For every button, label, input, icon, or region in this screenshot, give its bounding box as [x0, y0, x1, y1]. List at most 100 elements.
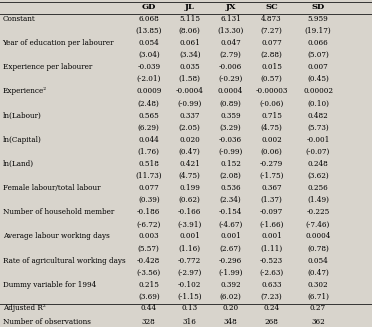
Text: 6.068: 6.068 [138, 15, 159, 23]
Text: 0.047: 0.047 [220, 39, 241, 47]
Text: 0.421: 0.421 [179, 160, 200, 168]
Text: 0.13: 0.13 [182, 304, 198, 312]
Text: Constant: Constant [3, 15, 35, 23]
Text: 0.392: 0.392 [220, 281, 241, 289]
Text: 0.061: 0.061 [179, 39, 200, 47]
Text: -0.0004: -0.0004 [176, 87, 203, 95]
Text: (1.49): (1.49) [307, 196, 329, 204]
Text: ln(Land): ln(Land) [3, 160, 34, 168]
Text: -0.00003: -0.00003 [255, 87, 288, 95]
Text: 0.367: 0.367 [261, 184, 282, 192]
Text: 316: 316 [183, 318, 197, 325]
Text: JL: JL [185, 3, 195, 10]
Text: (3.34): (3.34) [179, 51, 201, 59]
Text: (3.69): (3.69) [138, 293, 160, 301]
Text: Experience²: Experience² [3, 87, 47, 95]
Text: 0.044: 0.044 [138, 136, 159, 144]
Text: 0.482: 0.482 [308, 112, 328, 119]
Text: 0.0009: 0.0009 [136, 87, 161, 95]
Text: 362: 362 [311, 318, 325, 325]
Text: (6.71): (6.71) [307, 293, 329, 301]
Text: 0.007: 0.007 [308, 63, 328, 71]
Text: 0.077: 0.077 [261, 39, 282, 47]
Text: (1.76): (1.76) [138, 148, 160, 156]
Text: (0.47): (0.47) [179, 148, 201, 156]
Text: Number of observations: Number of observations [3, 318, 90, 325]
Text: (7.23): (7.23) [261, 293, 282, 301]
Text: 0.054: 0.054 [308, 257, 328, 265]
Text: Average labour working days: Average labour working days [3, 232, 109, 240]
Text: -0.006: -0.006 [219, 63, 242, 71]
Text: 0.003: 0.003 [138, 232, 159, 240]
Text: Adjusted R²: Adjusted R² [3, 304, 45, 312]
Text: (2.48): (2.48) [138, 99, 160, 107]
Text: (-7.46): (-7.46) [306, 220, 330, 228]
Text: (4.75): (4.75) [261, 124, 282, 131]
Text: (-0.29): (-0.29) [218, 75, 243, 83]
Text: Female labour/total labour: Female labour/total labour [3, 184, 100, 192]
Text: (0.47): (0.47) [307, 269, 329, 277]
Text: -0.428: -0.428 [137, 257, 160, 265]
Text: Rate of agricultural working days: Rate of agricultural working days [3, 257, 125, 265]
Text: (5.57): (5.57) [138, 245, 160, 252]
Text: GD: GD [142, 3, 156, 10]
Text: -0.186: -0.186 [137, 208, 160, 216]
Text: Dummy variable for 1994: Dummy variable for 1994 [3, 281, 96, 289]
Text: 0.359: 0.359 [220, 112, 241, 119]
Text: 5.115: 5.115 [179, 15, 200, 23]
Text: 268: 268 [264, 318, 279, 325]
Text: (2.05): (2.05) [179, 124, 201, 131]
Text: -0.772: -0.772 [178, 257, 201, 265]
Text: (0.06): (0.06) [261, 148, 282, 156]
Text: 348: 348 [224, 318, 237, 325]
Text: (0.78): (0.78) [307, 245, 329, 252]
Text: (3.29): (3.29) [220, 124, 241, 131]
Text: -0.001: -0.001 [307, 136, 330, 144]
Text: (11.73): (11.73) [135, 172, 162, 180]
Text: 0.054: 0.054 [138, 39, 159, 47]
Text: 0.152: 0.152 [220, 160, 241, 168]
Text: (-0.99): (-0.99) [218, 148, 243, 156]
Text: -0.102: -0.102 [178, 281, 201, 289]
Text: SC: SC [265, 3, 278, 10]
Text: 0.633: 0.633 [261, 281, 282, 289]
Text: (-1.66): (-1.66) [259, 220, 284, 228]
Text: (4.75): (4.75) [179, 172, 201, 180]
Text: -0.036: -0.036 [219, 136, 242, 144]
Text: (1.37): (1.37) [261, 196, 282, 204]
Text: (-0.99): (-0.99) [177, 99, 202, 107]
Text: 0.020: 0.020 [179, 136, 200, 144]
Text: Experience per labourer: Experience per labourer [3, 63, 92, 71]
Text: (5.07): (5.07) [307, 51, 329, 59]
Text: (8.06): (8.06) [179, 27, 201, 35]
Text: -0.279: -0.279 [260, 160, 283, 168]
Text: -0.225: -0.225 [307, 208, 330, 216]
Text: ln(Capital): ln(Capital) [3, 136, 42, 144]
Text: -0.039: -0.039 [137, 63, 160, 71]
Text: (-0.07): (-0.07) [306, 148, 330, 156]
Text: 0.256: 0.256 [308, 184, 328, 192]
Text: (1.11): (1.11) [260, 245, 283, 252]
Text: (0.62): (0.62) [179, 196, 201, 204]
Text: (3.62): (3.62) [307, 172, 329, 180]
Text: (0.45): (0.45) [307, 75, 329, 83]
Text: 0.27: 0.27 [310, 304, 326, 312]
Text: (2.34): (2.34) [220, 196, 241, 204]
Text: (-2.01): (-2.01) [137, 75, 161, 83]
Text: (-3.56): (-3.56) [137, 269, 161, 277]
Text: 0.518: 0.518 [138, 160, 159, 168]
Text: 0.248: 0.248 [308, 160, 328, 168]
Text: -0.523: -0.523 [260, 257, 283, 265]
Text: (6.29): (6.29) [138, 124, 160, 131]
Text: 0.001: 0.001 [261, 232, 282, 240]
Text: -0.097: -0.097 [260, 208, 283, 216]
Text: (-2.63): (-2.63) [259, 269, 284, 277]
Text: 0.199: 0.199 [179, 184, 200, 192]
Text: 0.536: 0.536 [220, 184, 241, 192]
Text: (-1.75): (-1.75) [259, 172, 284, 180]
Text: (0.57): (0.57) [261, 75, 282, 83]
Text: (13.30): (13.30) [218, 27, 244, 35]
Text: (2.67): (2.67) [220, 245, 241, 252]
Text: 328: 328 [142, 318, 155, 325]
Text: Number of household member: Number of household member [3, 208, 114, 216]
